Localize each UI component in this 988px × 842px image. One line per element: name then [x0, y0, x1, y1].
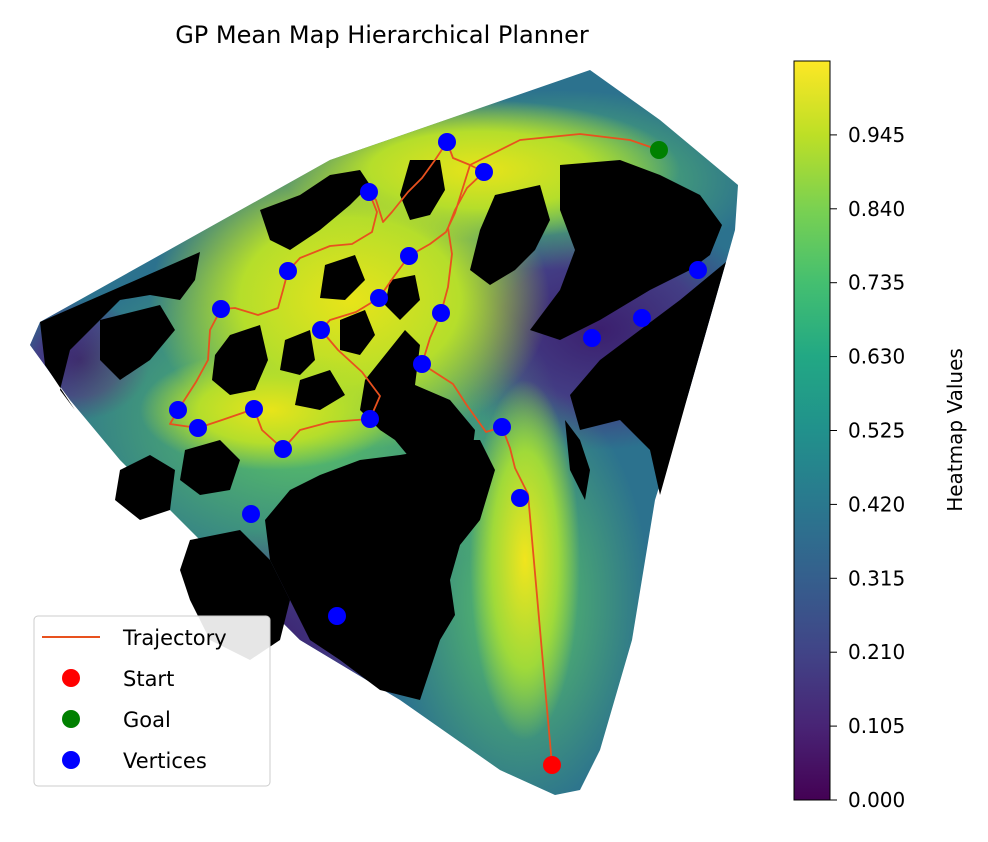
trajectory-line [169, 133, 660, 766]
legend-label-goal: Goal [123, 708, 171, 732]
vertex-point [475, 163, 493, 181]
colorbar-label: Heatmap Values [943, 348, 967, 512]
vertex-point [242, 505, 260, 523]
legend-swatch-vertices [62, 751, 80, 769]
legend-box [33, 615, 271, 787]
vertex-point [360, 183, 378, 201]
colorbar: 0.945 0.840 0.735 0.630 0.525 0.420 0.315 0.210… [793, 60, 967, 812]
colorbar-ticks: 0.945 0.840 0.735 0.630 0.525 0.420 0.315 0.210… [830, 123, 905, 812]
legend-label-start: Start [123, 667, 174, 691]
start-point [543, 756, 561, 774]
vertex-point [245, 400, 263, 418]
vertex-point [633, 309, 651, 327]
colorbar-tick-label: 0.525 [848, 419, 905, 443]
vertex-point [189, 419, 207, 437]
goal-point [650, 141, 668, 159]
vertex-point [432, 304, 450, 322]
legend: Trajectory Start Goal Vertices [33, 615, 271, 787]
vertex-point [493, 418, 511, 436]
vertex-point [413, 355, 431, 373]
vertex-point [274, 440, 292, 458]
legend-label-trajectory: Trajectory [122, 626, 227, 650]
vertex-point [312, 321, 330, 339]
colorbar-tick-label: 0.945 [848, 123, 905, 147]
legend-label-vertices: Vertices [123, 749, 207, 773]
colorbar-tick-label: 0.210 [848, 640, 905, 664]
vertex-point [212, 300, 230, 318]
vertex-point [370, 289, 388, 307]
vertex-point [279, 262, 297, 280]
vertex-point [328, 607, 346, 625]
vertex-point [689, 261, 707, 279]
colorbar-tick-label: 0.420 [848, 492, 905, 516]
vertex-point [438, 133, 456, 151]
legend-swatch-start [62, 669, 80, 687]
colorbar-tick-label: 0.315 [848, 566, 905, 590]
plot-marks [169, 133, 707, 774]
vertex-point [583, 329, 601, 347]
vertex-point [400, 247, 418, 265]
colorbar-tick-label: 0.735 [848, 271, 905, 295]
colorbar-tick-label: 0.105 [848, 714, 905, 738]
legend-swatch-goal [62, 710, 80, 728]
vertex-point [361, 410, 379, 428]
vertex-point [169, 401, 187, 419]
colorbar-tick-label: 0.630 [848, 345, 905, 369]
colorbar-tick-label: 0.000 [848, 788, 905, 812]
vertex-point [511, 489, 529, 507]
colorbar-tick-label: 0.840 [848, 197, 905, 221]
chart-title: GP Mean Map Hierarchical Planner [175, 21, 589, 49]
colorbar-gradient [793, 60, 831, 801]
